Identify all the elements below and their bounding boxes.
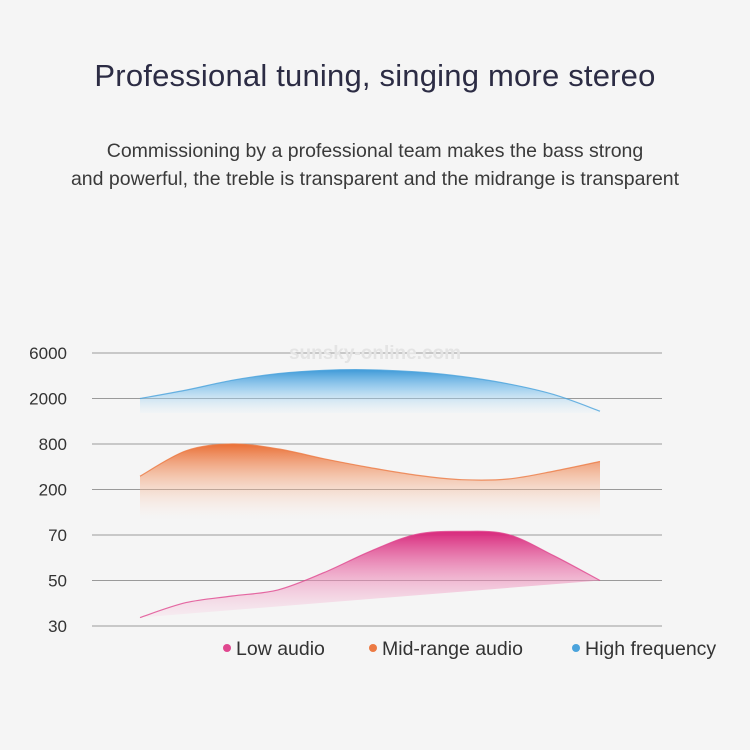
series-area [140, 443, 600, 520]
series-areas [139, 369, 601, 619]
y-tick-label: 50 [48, 572, 67, 591]
y-tick-label: 30 [48, 617, 67, 636]
y-tick-label: 6000 [29, 344, 67, 363]
y-tick-label: 800 [39, 435, 67, 454]
legend-label: High frequency [585, 638, 716, 660]
y-axis-ticks: 6000 2000 800 200 70 50 30 [29, 344, 67, 636]
series-line [139, 443, 601, 481]
watermark-text: sunsky-online.com [289, 343, 461, 364]
legend-dot [223, 644, 231, 652]
series-area [140, 531, 600, 618]
subtitle-line-1: Commissioning by a professional team mak… [106, 140, 644, 162]
y-tick-label: 2000 [29, 390, 67, 409]
y-tick-label: 70 [48, 526, 67, 545]
legend-dot [572, 644, 580, 652]
y-tick-label: 200 [39, 481, 67, 500]
page-subtitle: Commissioning by a professional team mak… [0, 137, 750, 193]
legend-label: Mid-range audio [382, 638, 523, 660]
page-title: Professional tuning, singing more stereo [94, 58, 656, 93]
legend-dot [369, 644, 377, 652]
subtitle-line-2: and powerful, the treble is transparent … [70, 168, 680, 190]
legend-label: Low audio [236, 638, 325, 660]
series-line [139, 530, 601, 619]
series-area [140, 369, 600, 413]
chart-legend: Low audio Mid-range audio High frequency [223, 638, 716, 660]
